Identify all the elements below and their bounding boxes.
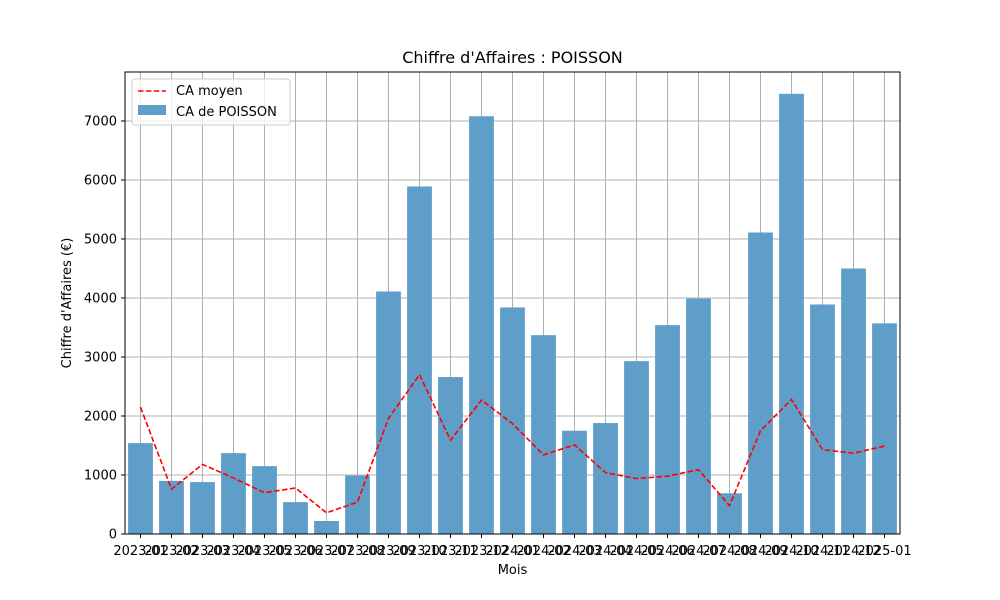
legend-label-mean: CA moyen bbox=[176, 84, 243, 99]
x-tick-label: 2025-01 bbox=[857, 544, 911, 559]
y-tick-label: 4000 bbox=[84, 291, 117, 306]
x-axis-label: Mois bbox=[498, 563, 528, 578]
y-axis-label: Chiffre d'Affaires (€) bbox=[60, 238, 75, 369]
x-tick-label: 2023-07 bbox=[299, 544, 353, 559]
bar bbox=[283, 502, 308, 534]
y-tick-label: 3000 bbox=[84, 350, 117, 365]
bar bbox=[624, 361, 649, 534]
x-tick-label: 2023-02 bbox=[144, 544, 198, 559]
x-tick-label: 2023-12 bbox=[454, 544, 508, 559]
bar bbox=[531, 335, 556, 534]
bar bbox=[469, 116, 494, 535]
bar bbox=[872, 323, 897, 534]
x-tick-label: 2023-11 bbox=[423, 544, 477, 559]
x-tick-label: 2024-11 bbox=[795, 544, 849, 559]
x-tick-label: 2023-08 bbox=[330, 544, 384, 559]
bar bbox=[128, 443, 153, 534]
y-tick-label: 5000 bbox=[84, 232, 117, 247]
x-tick-label: 2024-06 bbox=[640, 544, 694, 559]
x-tick-label: 2024-12 bbox=[826, 544, 880, 559]
bar bbox=[810, 304, 835, 534]
x-tick-label: 2023-01 bbox=[113, 544, 167, 559]
bar bbox=[686, 298, 711, 534]
bar bbox=[376, 291, 401, 534]
x-axis-ticks: 2023-012023-022023-032023-042023-052023-… bbox=[113, 534, 912, 559]
legend: CA moyen CA de POISSON bbox=[131, 78, 291, 126]
y-axis-ticks: 0 1000 2000 3000 4000 5000 6000 7000 bbox=[84, 114, 125, 543]
bar bbox=[190, 482, 215, 534]
y-tick-label: 6000 bbox=[84, 173, 117, 188]
bar bbox=[841, 268, 866, 534]
bar bbox=[593, 423, 618, 534]
bars bbox=[128, 93, 897, 535]
bar bbox=[562, 430, 587, 534]
x-tick-label: 2024-07 bbox=[671, 544, 725, 559]
x-tick-label: 2023-09 bbox=[361, 544, 415, 559]
y-tick-label: 7000 bbox=[84, 114, 117, 129]
bar bbox=[345, 475, 370, 534]
x-tick-label: 2024-09 bbox=[733, 544, 787, 559]
y-tick-label: 1000 bbox=[84, 468, 117, 483]
x-tick-label: 2023-05 bbox=[237, 544, 291, 559]
mean-line-path bbox=[139, 373, 885, 514]
x-tick-label: 2023-06 bbox=[268, 544, 322, 559]
bar bbox=[500, 307, 525, 534]
bar bbox=[314, 521, 339, 534]
x-tick-label: 2023-03 bbox=[175, 544, 229, 559]
y-tick-label: 2000 bbox=[84, 409, 117, 424]
bar bbox=[438, 377, 463, 534]
x-tick-label: 2023-04 bbox=[206, 544, 260, 559]
x-tick-label: 2023-10 bbox=[392, 544, 446, 559]
x-tick-label: 2024-10 bbox=[764, 544, 818, 559]
x-tick-label: 2024-03 bbox=[547, 544, 601, 559]
legend-swatch-bar bbox=[138, 105, 166, 115]
bar bbox=[655, 325, 680, 534]
bar bbox=[748, 232, 773, 534]
x-tick-label: 2024-04 bbox=[578, 544, 632, 559]
x-tick-label: 2024-08 bbox=[702, 544, 756, 559]
legend-box bbox=[131, 78, 291, 126]
legend-label-bar: CA de POISSON bbox=[176, 105, 277, 120]
y-tick-label: 0 bbox=[109, 528, 117, 543]
bar bbox=[252, 466, 277, 534]
bar bbox=[407, 186, 432, 534]
bar bbox=[717, 493, 742, 534]
bar bbox=[779, 93, 804, 534]
x-tick-label: 2024-02 bbox=[516, 544, 570, 559]
chart-title: Chiffre d'Affaires : POISSON bbox=[402, 48, 623, 67]
bar bbox=[221, 453, 246, 534]
mean-line bbox=[139, 373, 885, 514]
x-tick-label: 2024-05 bbox=[609, 544, 663, 559]
x-tick-label: 2024-01 bbox=[485, 544, 539, 559]
